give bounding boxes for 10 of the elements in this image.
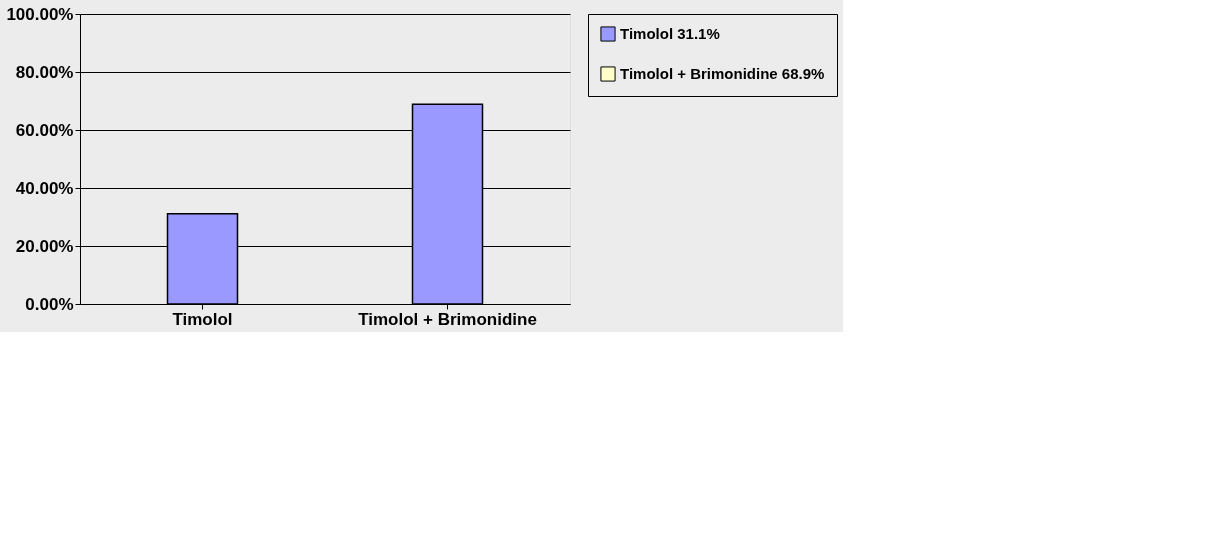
y-tick-label: 0.00% bbox=[25, 294, 74, 314]
x-tick-label: Timolol + Brimonidine bbox=[358, 309, 537, 329]
y-tick-label: 40.00% bbox=[15, 178, 74, 198]
legend-label: Timolol 31.1% bbox=[620, 25, 720, 42]
y-tick-label: 100.00% bbox=[6, 4, 74, 24]
legend-label: Timolol + Brimonidine 68.9% bbox=[620, 65, 825, 82]
y-tick-label: 20.00% bbox=[15, 236, 74, 256]
y-tick-label: 60.00% bbox=[15, 120, 74, 140]
y-tick-label: 80.00% bbox=[15, 62, 74, 82]
x-tick-label: Timolol bbox=[172, 309, 233, 329]
